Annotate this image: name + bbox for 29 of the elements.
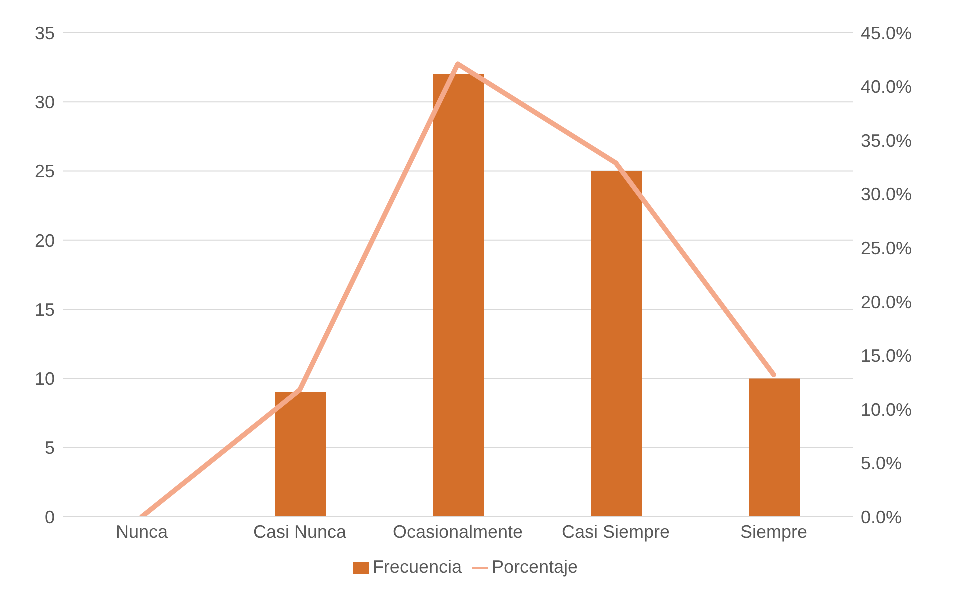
y2-tick-label: 10.0% <box>861 400 912 420</box>
x-tick-label: Siempre <box>740 522 808 542</box>
bar <box>275 392 326 517</box>
y2-tick-label: 15.0% <box>861 346 912 366</box>
y2-tick-label: 35.0% <box>861 130 912 151</box>
y-tick-label: 5 <box>44 438 55 458</box>
y-tick-label: 0 <box>44 507 55 528</box>
y-tick-label: 35 <box>34 23 55 44</box>
bar <box>749 378 800 517</box>
y2-tick-label: 45.0% <box>861 23 912 44</box>
y2-tick-label: 25.0% <box>861 238 912 258</box>
y2-tick-label: 0.0% <box>861 507 902 528</box>
bar <box>591 171 642 517</box>
y-tick-label: 20 <box>34 230 55 251</box>
y-tick-label: 10 <box>34 369 55 390</box>
y-tick-label: 30 <box>34 92 55 113</box>
y2-tick-label: 30.0% <box>861 184 912 205</box>
x-tick-label: Casi Siempre <box>562 522 670 542</box>
y2-tick-label: 40.0% <box>861 77 912 98</box>
y2-tick-label: 20.0% <box>861 292 912 312</box>
legend-label: Frecuencia <box>372 557 462 577</box>
x-tick-label: Nunca <box>116 522 170 542</box>
y2-tick-label: 5.0% <box>861 454 902 474</box>
y-tick-label: 15 <box>34 300 55 320</box>
bar <box>433 74 484 517</box>
x-tick-label: Ocasionalmente <box>392 522 524 542</box>
y-tick-label: 25 <box>34 162 55 182</box>
x-tick-label: Casi Nunca <box>253 522 348 542</box>
legend-label: Porcentaje <box>492 557 578 577</box>
